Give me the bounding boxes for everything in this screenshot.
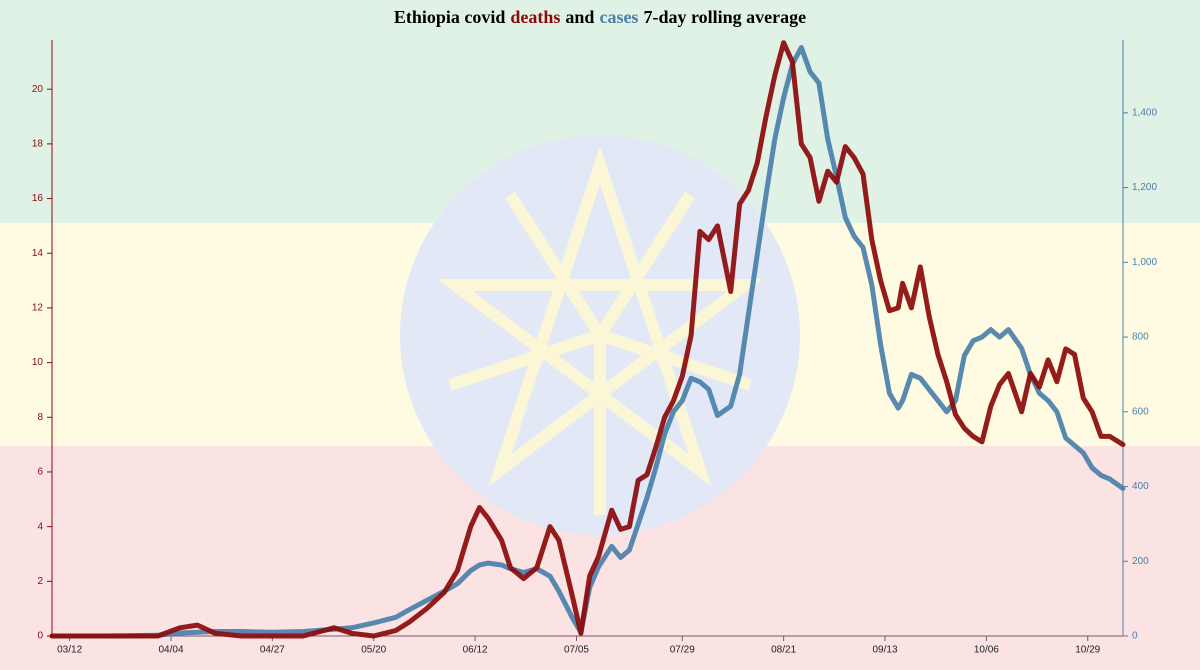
y2-tick-label: 200 xyxy=(1132,556,1149,567)
y2-tick-label: 1,000 xyxy=(1132,257,1157,268)
y2-tick-label: 1,400 xyxy=(1132,108,1157,119)
x-tick-label: 04/04 xyxy=(158,645,183,656)
y-tick-label: 18 xyxy=(32,139,44,150)
y-tick-label: 16 xyxy=(32,193,44,204)
y2-tick-label: 600 xyxy=(1132,406,1149,417)
y-tick-label: 6 xyxy=(37,467,43,478)
y-tick-label: 10 xyxy=(32,357,44,368)
title-cases: cases xyxy=(599,7,638,27)
y-tick-label: 12 xyxy=(32,303,44,314)
chart-title: Ethiopia covid deaths and cases 7-day rollin… xyxy=(394,7,806,27)
x-tick-label: 07/05 xyxy=(564,645,589,656)
x-tick-label: 10/29 xyxy=(1075,645,1100,656)
y2-tick-label: 1,200 xyxy=(1132,182,1157,193)
x-tick-label: 08/21 xyxy=(771,645,796,656)
emblem-star xyxy=(437,145,763,515)
x-tick-label: 05/20 xyxy=(361,645,386,656)
title-part: and xyxy=(565,7,594,27)
y-tick-label: 14 xyxy=(32,248,44,259)
y2-tick-label: 800 xyxy=(1132,332,1149,343)
x-tick-label: 10/06 xyxy=(974,645,999,656)
y-tick-label: 2 xyxy=(37,576,43,587)
title-deaths: deaths xyxy=(510,7,560,27)
y-tick-label: 8 xyxy=(37,412,43,423)
y-tick-label: 4 xyxy=(37,521,43,532)
title-part: Ethiopia covid xyxy=(394,7,506,27)
series-line xyxy=(49,45,1126,639)
y-tick-label: 20 xyxy=(32,84,44,95)
y2-tick-label: 0 xyxy=(1132,631,1138,642)
x-tick-label: 07/29 xyxy=(670,645,695,656)
x-tick-label: 03/12 xyxy=(57,645,82,656)
title-part: 7-day rolling average xyxy=(643,7,806,27)
y-tick-label: 0 xyxy=(37,631,43,642)
x-tick-label: 06/12 xyxy=(463,645,488,656)
x-tick-label: 09/13 xyxy=(872,645,897,656)
y2-tick-label: 400 xyxy=(1132,481,1149,492)
x-tick-label: 04/27 xyxy=(260,645,285,656)
series-line xyxy=(49,40,1126,639)
